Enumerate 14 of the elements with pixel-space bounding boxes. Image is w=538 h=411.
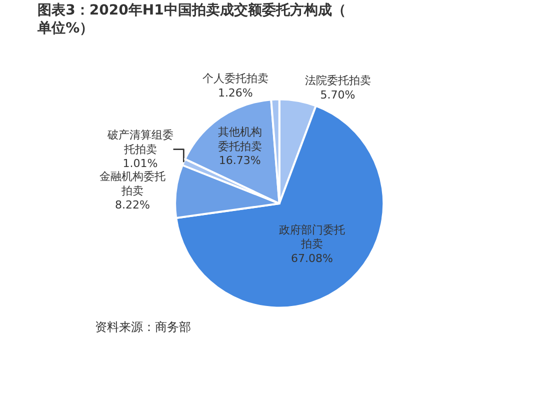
slice-label: 其他机构委托拍卖	[218, 126, 262, 153]
slice-label: 法院委托拍卖	[304, 74, 371, 88]
data-label: 5.70%	[320, 88, 356, 102]
slice-label: 金融机构委托拍卖	[99, 170, 166, 198]
chart-title: 图表3：2020年H1中国拍卖成交额委托方构成（单位%）	[36, 1, 346, 37]
slice-label: 破产清算组委托拍卖	[106, 128, 174, 156]
slice-label: 个人委托拍卖	[202, 72, 268, 86]
data-label: 16.73%	[218, 154, 261, 168]
data-label: 67.08%	[291, 252, 333, 265]
data-label: 1.26%	[218, 86, 253, 100]
slice-label: 政府部门委托拍卖	[278, 223, 345, 251]
data-label: 1.01%	[122, 157, 158, 170]
text: 资料来源：商务部	[95, 320, 191, 334]
data-label: 8.22%	[114, 198, 150, 212]
